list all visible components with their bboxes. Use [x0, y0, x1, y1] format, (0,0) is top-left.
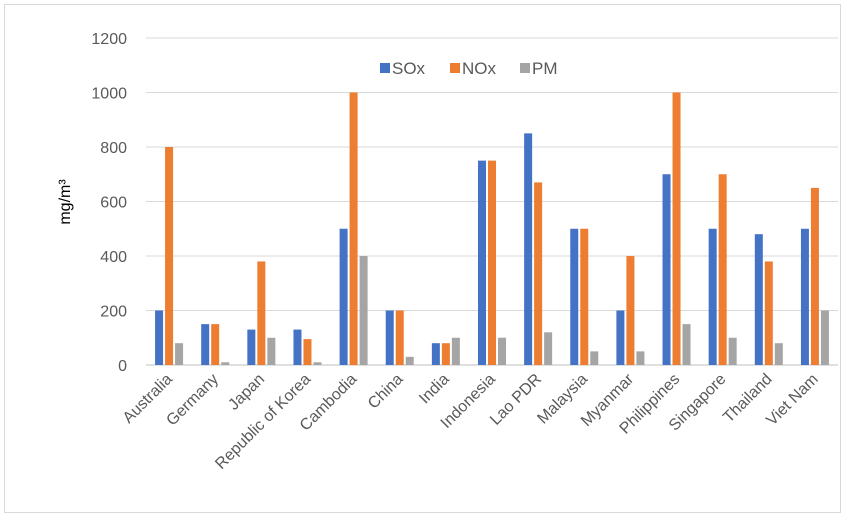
bar-nox — [165, 147, 174, 365]
bar-pm — [728, 337, 737, 365]
bar-sox — [616, 310, 625, 365]
bar-sox — [524, 133, 533, 365]
bar-sox — [155, 310, 164, 365]
legend: SOx NOx PM — [380, 59, 558, 78]
bar-pm — [405, 356, 414, 365]
bar-sox — [201, 324, 210, 365]
bar-sox — [570, 228, 579, 365]
bar-sox — [662, 174, 671, 365]
bar-sox — [385, 310, 394, 365]
legend-swatch-nox — [450, 63, 460, 73]
bar-pm — [590, 351, 599, 365]
bar-pm — [451, 337, 460, 365]
legend-swatch-pm — [520, 63, 530, 73]
y-tick-label: 1200 — [91, 31, 127, 48]
x-tick-label: Japan — [225, 371, 268, 414]
legend-label-sox: SOx — [392, 59, 426, 78]
x-tick-label: China — [365, 371, 407, 413]
legend-swatch-sox — [380, 63, 390, 73]
y-tick-label: 1000 — [91, 86, 127, 103]
bar-nox — [488, 160, 496, 365]
y-tick-label: 800 — [100, 140, 127, 157]
bar-pm — [498, 337, 506, 365]
chart-frame — [4, 4, 841, 513]
bar-nox — [441, 343, 450, 365]
y-axis-title: mg/m³ — [57, 179, 74, 225]
bar-pm — [774, 343, 783, 365]
bar-pm — [820, 310, 829, 365]
bar-pm — [636, 351, 645, 365]
bar-nox — [810, 187, 819, 365]
y-tick-label: 200 — [100, 304, 127, 321]
x-tick-label: Lao PDR — [487, 371, 545, 429]
bar-pm — [682, 324, 691, 365]
bar-nox — [303, 339, 312, 365]
bar-nox — [672, 92, 681, 365]
legend-label-pm: PM — [532, 59, 558, 78]
bar-sox — [754, 234, 763, 365]
bars — [155, 92, 829, 365]
bar-pm — [313, 362, 322, 365]
bar-nox — [764, 261, 773, 365]
y-tick-label: 0 — [118, 358, 127, 375]
bar-sox — [293, 329, 302, 365]
y-tick-label: 600 — [100, 195, 127, 212]
bar-pm — [267, 337, 276, 365]
bar-sox — [800, 228, 809, 365]
bar-nox — [395, 310, 404, 365]
y-axis-ticks: 0 200 400 600 800 1000 1200 — [91, 31, 127, 375]
bar-pm — [544, 332, 553, 365]
bar-sox — [247, 329, 256, 365]
x-tick-label: India — [416, 371, 453, 408]
y-tick-label: 400 — [100, 249, 127, 266]
bar-sox — [431, 343, 440, 365]
bar-nox — [257, 261, 266, 365]
bar-pm — [359, 256, 368, 365]
bar-sox — [708, 228, 717, 365]
bar-sox — [339, 228, 348, 365]
bar-nox — [349, 92, 358, 365]
bar-pm — [175, 343, 184, 365]
bar-nox — [534, 182, 543, 365]
bar-nox — [580, 228, 589, 365]
bar-nox — [626, 256, 635, 365]
bar-pm — [221, 362, 230, 365]
bar-sox — [478, 160, 486, 365]
bar-nox — [211, 324, 220, 365]
legend-label-nox: NOx — [462, 59, 497, 78]
bar-nox — [718, 174, 727, 365]
